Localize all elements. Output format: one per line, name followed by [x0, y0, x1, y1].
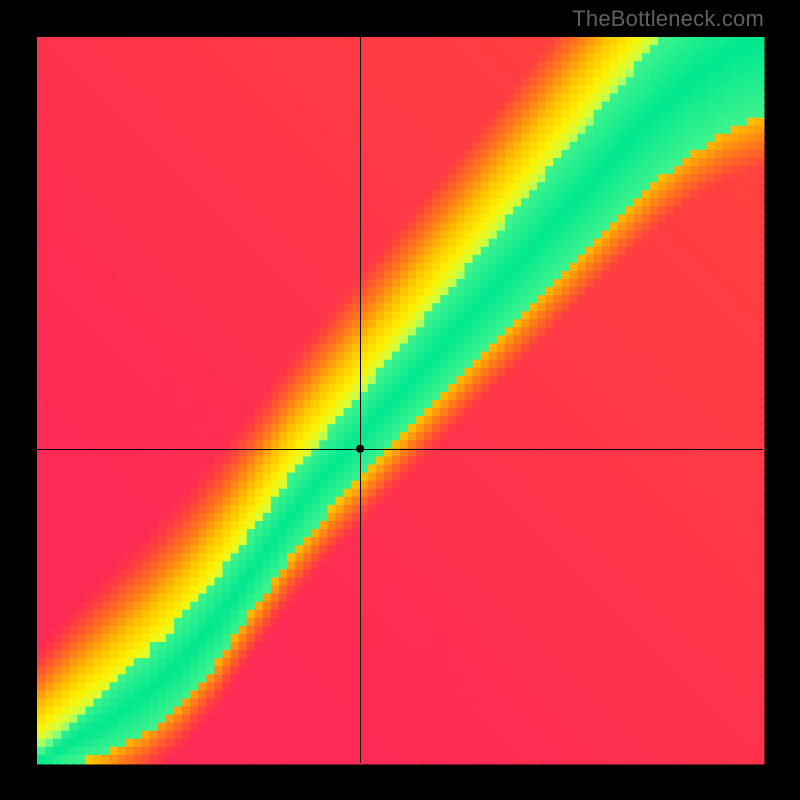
source-watermark: TheBottleneck.com — [572, 6, 764, 32]
bottleneck-heatmap-stage: TheBottleneck.com — [0, 0, 800, 800]
heatmap-canvas — [0, 0, 800, 800]
